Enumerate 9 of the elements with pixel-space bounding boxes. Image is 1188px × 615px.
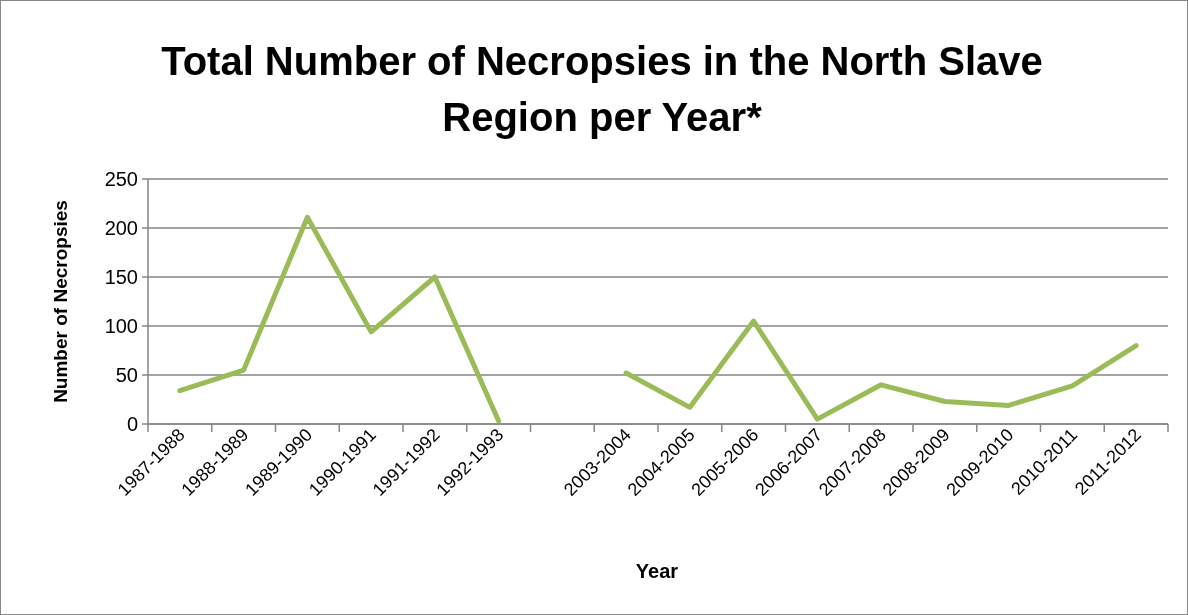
y-tick-label: 100 (104, 315, 138, 337)
y-tick-label: 50 (115, 364, 138, 386)
y-tick-label: 250 (104, 168, 138, 190)
y-axis-title: Number of Necropsies (50, 200, 71, 403)
chart-title: Total Number of Necropsies in the North Slave Region per Year* (161, 39, 1043, 139)
x-axis-title: Year (635, 560, 679, 582)
y-tick-label: 200 (104, 217, 138, 239)
y-tick-label: 150 (104, 266, 138, 288)
y-tick-label: 0 (126, 413, 138, 435)
